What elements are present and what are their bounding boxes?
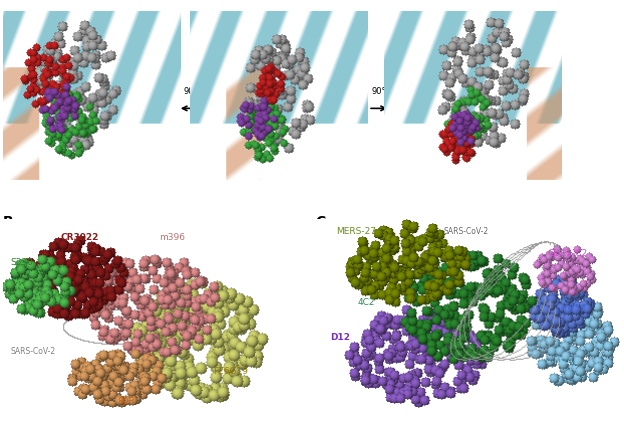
Text: CDC2-C2: CDC2-C2: [547, 249, 588, 258]
Text: CR3022: CR3022: [60, 233, 99, 242]
Text: 90°: 90°: [371, 87, 386, 96]
Text: B: B: [3, 215, 14, 229]
Text: MCA1: MCA1: [553, 357, 580, 366]
Text: C: C: [315, 215, 325, 229]
Text: m396: m396: [159, 233, 185, 242]
Text: MERS-27: MERS-27: [336, 227, 376, 236]
Text: F26G19: F26G19: [213, 367, 248, 376]
Text: 90°: 90°: [183, 87, 198, 96]
Text: m336: m336: [560, 304, 586, 313]
Text: 4C2: 4C2: [358, 298, 376, 307]
Text: A: A: [3, 11, 14, 25]
Text: SARS-CoV-2: SARS-CoV-2: [11, 347, 56, 356]
Text: SARS-CoV-2: SARS-CoV-2: [444, 227, 489, 236]
Text: D12: D12: [331, 334, 351, 343]
Text: S230: S230: [11, 258, 34, 267]
Text: 80R: 80R: [117, 397, 135, 406]
